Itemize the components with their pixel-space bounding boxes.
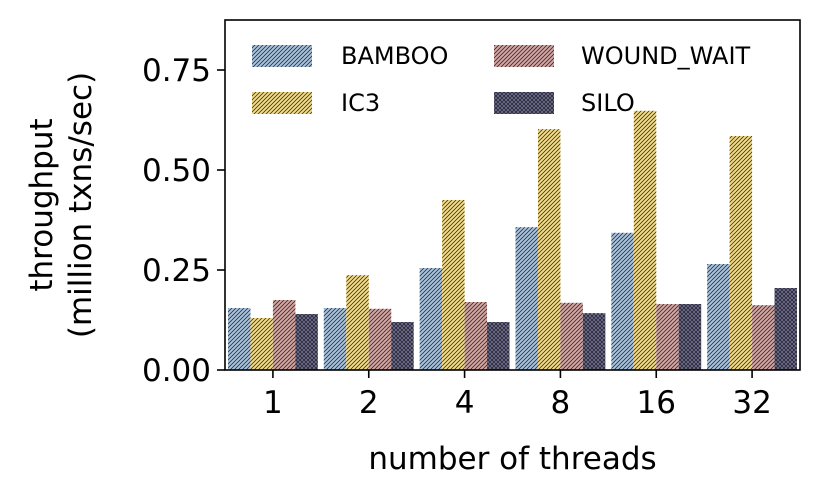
bar-ic3-32 bbox=[729, 136, 753, 370]
bar-wound_wait-16 bbox=[656, 304, 679, 370]
bar-silo-2 bbox=[391, 322, 414, 370]
bar-bamboo-2 bbox=[323, 308, 347, 370]
y-axis-title-line-1: throughput bbox=[24, 118, 60, 291]
bar-silo-8 bbox=[582, 313, 606, 370]
y-axis-title: throughput (million txns/sec) bbox=[24, 72, 99, 338]
x-tick-label: 32 bbox=[732, 385, 771, 421]
y-axis: 0.00 0.25 0.50 0.75 bbox=[142, 53, 225, 389]
y-tick-label: 0.75 bbox=[142, 53, 211, 89]
x-tick-label: 2 bbox=[359, 385, 379, 421]
legend-item-wound_wait: WOUND_WAIT bbox=[494, 42, 751, 70]
x-tick-label: 1 bbox=[263, 385, 283, 421]
bar-wound_wait-1 bbox=[272, 300, 296, 370]
bars-group bbox=[228, 110, 797, 371]
bar-bamboo-4 bbox=[419, 268, 443, 370]
bar-ic3-4 bbox=[442, 200, 465, 370]
bar-ic3-8 bbox=[537, 129, 561, 370]
x-tick-label: 4 bbox=[455, 385, 475, 421]
bar-wound_wait-32 bbox=[752, 305, 775, 370]
legend-item-silo: SILO bbox=[494, 89, 635, 117]
legend-label: BAMBOO bbox=[341, 42, 448, 70]
bar-wound_wait-8 bbox=[560, 302, 583, 370]
y-axis-title-line-2: (million txns/sec) bbox=[63, 72, 99, 338]
bar-ic3-2 bbox=[346, 275, 369, 370]
bar-bamboo-16 bbox=[611, 232, 634, 370]
bar-bamboo-8 bbox=[515, 227, 538, 370]
legend-label: IC3 bbox=[341, 89, 380, 117]
bar-bamboo-1 bbox=[228, 308, 251, 370]
x-tick-label: 16 bbox=[637, 385, 676, 421]
bar-bamboo-32 bbox=[707, 264, 730, 370]
legend-label: WOUND_WAIT bbox=[581, 42, 751, 70]
bar-wound_wait-2 bbox=[368, 308, 392, 370]
x-tick-label: 8 bbox=[551, 385, 571, 421]
bar-silo-32 bbox=[774, 288, 797, 370]
bar-ic3-16 bbox=[633, 110, 657, 371]
legend-item-ic3: IC3 bbox=[252, 89, 380, 117]
legend-item-bamboo: BAMBOO bbox=[252, 42, 448, 70]
legend-label: SILO bbox=[581, 89, 635, 117]
bar-silo-16 bbox=[678, 304, 702, 370]
legend: BAMBOO IC3 WOUND_WAIT SILO bbox=[252, 42, 751, 117]
bar-silo-1 bbox=[295, 314, 318, 370]
bar-wound_wait-4 bbox=[464, 302, 488, 370]
plot-frame bbox=[224, 19, 801, 371]
y-tick-label: 0.00 bbox=[142, 353, 211, 389]
y-tick-label: 0.25 bbox=[142, 253, 211, 289]
bar-silo-4 bbox=[487, 322, 510, 370]
y-tick-label: 0.50 bbox=[142, 153, 211, 189]
x-axis: 1 2 4 8 16 32 bbox=[263, 370, 772, 421]
x-axis-title: number of threads bbox=[368, 441, 656, 477]
bar-ic3-1 bbox=[250, 318, 273, 370]
